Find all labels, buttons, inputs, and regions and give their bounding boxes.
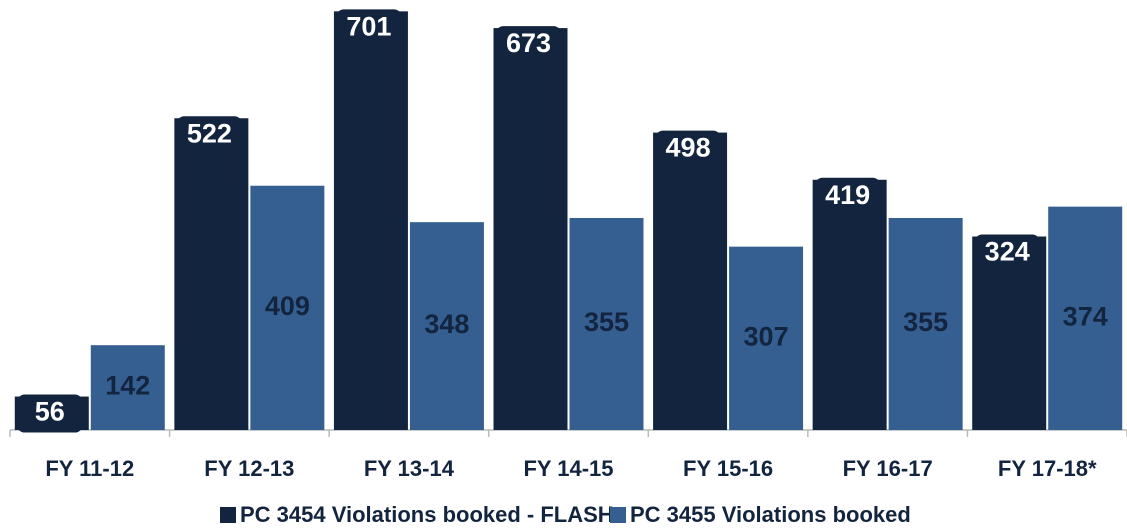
data-label: 56 [35, 397, 65, 427]
data-label: 348 [424, 309, 469, 339]
x-tick-label: FY 11-12 [45, 456, 134, 481]
bar [493, 28, 568, 430]
data-label: 374 [1063, 301, 1108, 331]
bar [174, 118, 249, 430]
x-tick-label: FY 15-16 [683, 456, 773, 481]
bar [90, 345, 165, 430]
legend-label: PC 3454 Violations booked - FLASH [240, 502, 614, 527]
data-label: 701 [346, 11, 391, 41]
bar [729, 246, 804, 430]
data-label: 409 [265, 291, 310, 321]
legend-swatch [220, 507, 236, 523]
data-label: 355 [903, 307, 948, 337]
bar [1048, 206, 1123, 430]
data-label: 419 [825, 180, 870, 210]
data-label-box [16, 394, 83, 433]
data-label: 522 [187, 118, 232, 148]
data-label-box [655, 130, 722, 169]
bar [888, 217, 963, 430]
data-label-box [974, 234, 1041, 273]
data-label-box [814, 177, 881, 216]
data-label: 498 [666, 133, 711, 163]
data-label: 307 [744, 321, 789, 351]
bar [653, 132, 728, 431]
bar [812, 179, 887, 430]
bar [409, 222, 484, 430]
x-tick-label: FY 17-18* [998, 456, 1097, 481]
x-tick-label: FY 12-13 [204, 456, 294, 481]
bar [250, 185, 325, 430]
data-label-box [495, 26, 562, 65]
data-label: 142 [105, 371, 150, 401]
data-label: 324 [985, 237, 1030, 267]
data-label: 673 [506, 28, 551, 58]
bar [333, 11, 408, 430]
data-label-box [176, 116, 243, 155]
x-tick-label: FY 13-14 [364, 456, 455, 481]
data-label: 355 [584, 307, 629, 337]
legend-label: PC 3455 Violations booked [630, 502, 911, 527]
x-tick-label: FY 16-17 [843, 456, 933, 481]
bar [569, 217, 644, 430]
legend-swatch [610, 507, 626, 523]
x-tick-label: FY 14-15 [523, 456, 613, 481]
data-label-box [335, 9, 402, 48]
